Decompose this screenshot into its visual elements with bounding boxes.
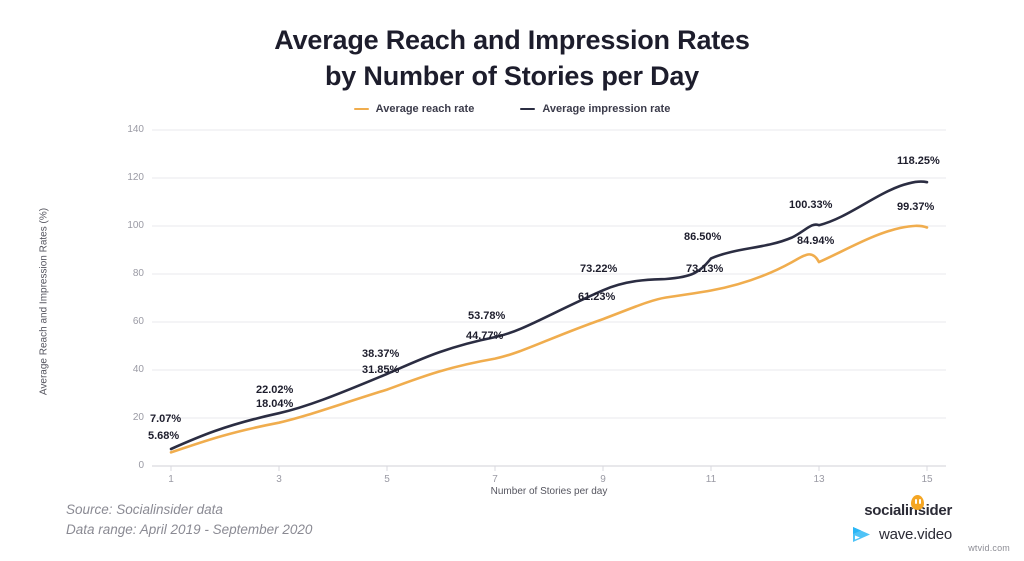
- logo-wavevideo: wave.video: [812, 522, 952, 546]
- x-tick-13: 13: [813, 474, 825, 485]
- data-label-reach-15: 99.37%: [897, 201, 935, 213]
- source-line: Source: Socialinsider data: [66, 502, 223, 517]
- series-line-reach-rate: [169, 224, 929, 454]
- series-line-impression-rate: [169, 180, 929, 451]
- x-tick-5: 5: [384, 474, 390, 485]
- y-tick-100: 100: [127, 220, 144, 231]
- legend-swatch-icon-reach: [353, 107, 369, 111]
- legend-label-impression: Average impression rate: [542, 103, 671, 115]
- y-tick-40: 40: [132, 364, 144, 375]
- x-axis-title: Number of Stories per day: [490, 486, 608, 497]
- data-label-impression-11: 86.50%: [684, 231, 722, 243]
- x-tick-15: 15: [921, 474, 933, 485]
- data-label-impression-3: 22.02%: [256, 384, 294, 396]
- chart-title-line-2: by Number of Stories per Day: [325, 61, 699, 91]
- x-tick-1: 1: [168, 474, 174, 485]
- logo-wavevideo-label: wave.video: [878, 525, 952, 543]
- y-axis-title: Average Reach and Impression Rates (%): [38, 207, 50, 396]
- data-label-impression-15: 118.25%: [897, 155, 940, 167]
- data-label-reach-3: 18.04%: [256, 398, 294, 410]
- x-axis-ticks: [170, 466, 928, 471]
- watermark: wtvid.com: [968, 543, 1010, 553]
- x-tick-3: 3: [276, 474, 282, 485]
- chart-legend: Average reach rate Average impression ra…: [0, 103, 1024, 115]
- data-label-impression-7: 53.78%: [468, 310, 506, 322]
- data-label-impression-9: 73.22%: [580, 263, 618, 275]
- legend-label-reach: Average reach rate: [375, 103, 475, 115]
- y-tick-120: 120: [127, 172, 144, 183]
- data-label-reach-13: 84.94%: [797, 235, 835, 247]
- legend-item-impression-rate[interactable]: Average impression rate: [520, 103, 670, 115]
- source-note: Source: Socialinsider data Data range: A…: [66, 500, 312, 540]
- data-label-impression-5: 38.37%: [362, 348, 400, 360]
- gridlines: [152, 129, 946, 419]
- x-tick-7: 7: [492, 474, 498, 485]
- data-label-reach-11: 73.13%: [686, 263, 724, 275]
- data-range-line: Data range: April 2019 - September 2020: [66, 522, 313, 537]
- y-tick-0: 0: [138, 460, 144, 471]
- chart-title-line-1: Average Reach and Impression Rates: [274, 25, 750, 55]
- x-tick-11: 11: [705, 474, 717, 485]
- logo-socialinsider: socialinsider: [812, 494, 952, 522]
- data-label-reach-7: 44.77%: [466, 330, 504, 342]
- logo-socialinsider-text: socialinsider: [864, 501, 952, 519]
- wave-play-icon: [851, 525, 873, 544]
- data-label-impression-1: 7.07%: [150, 413, 182, 425]
- data-label-reach-9: 61.23%: [578, 291, 616, 303]
- x-tick-9: 9: [600, 474, 606, 485]
- legend-swatch-icon-impression: [520, 107, 536, 111]
- data-label-impression-13: 100.33%: [789, 199, 833, 211]
- legend-item-reach-rate[interactable]: Average reach rate: [353, 103, 475, 115]
- socialinsider-pin-icon: [911, 494, 925, 510]
- y-tick-80: 80: [132, 268, 144, 279]
- chart-title: Average Reach and Impression Rates by Nu…: [0, 22, 1024, 94]
- logo-socialinsider-label: socialinsider: [864, 494, 952, 519]
- y-tick-20: 20: [132, 412, 144, 423]
- data-label-reach-1: 5.68%: [148, 430, 180, 442]
- brand-logos: socialinsider wave.video: [812, 494, 952, 546]
- y-tick-140: 140: [127, 124, 144, 135]
- data-label-reach-5: 31.85%: [362, 364, 400, 376]
- y-tick-60: 60: [132, 316, 144, 327]
